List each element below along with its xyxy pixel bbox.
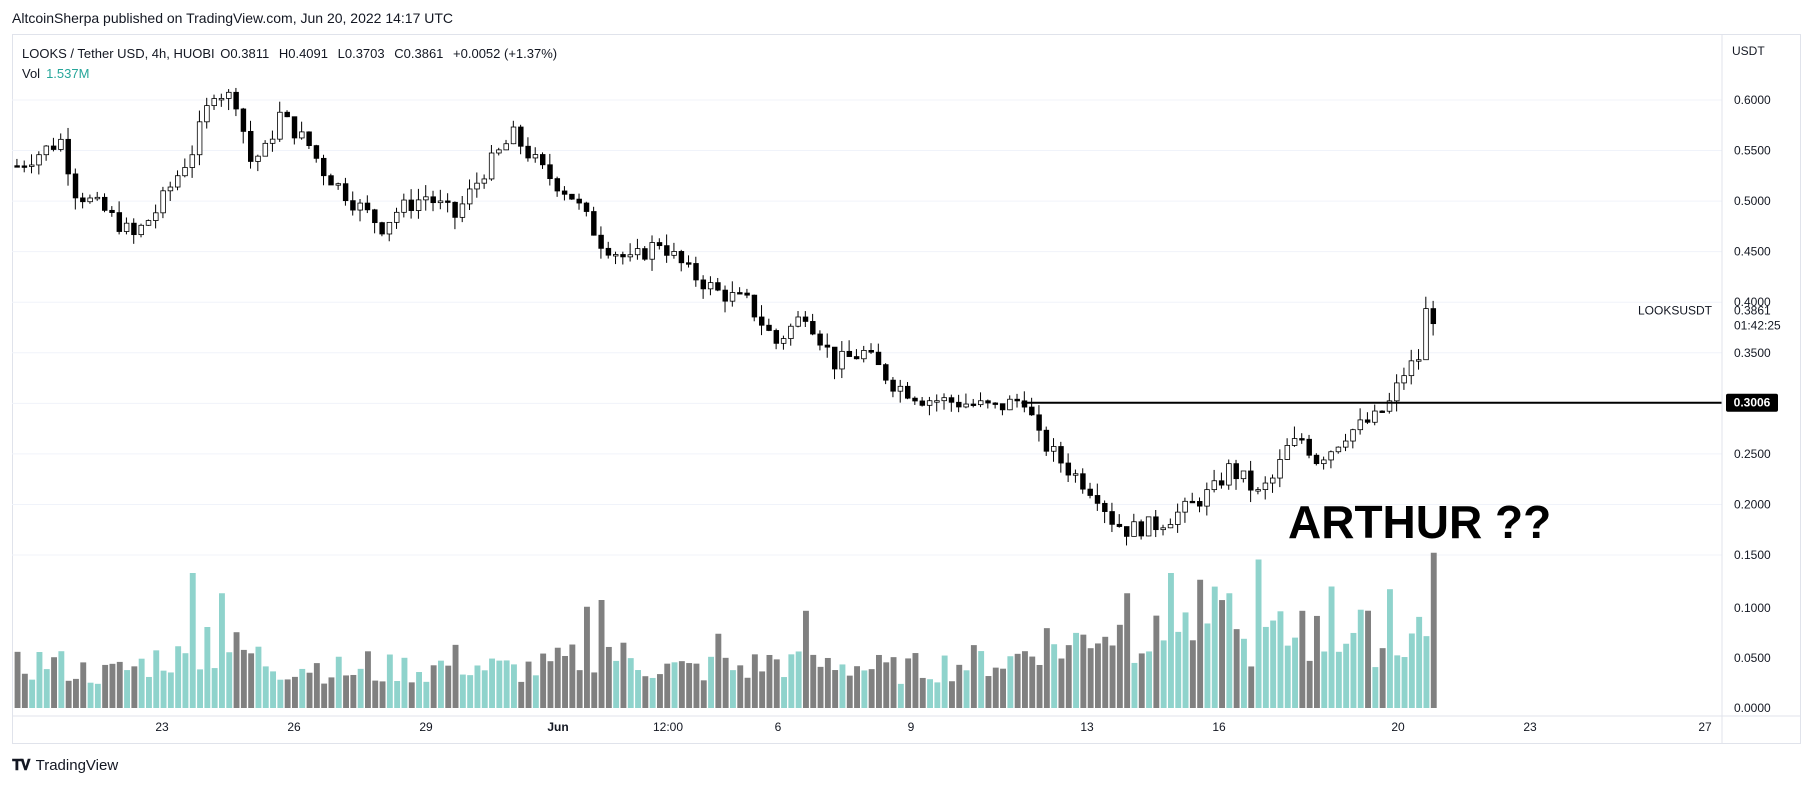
publish-header: AltcoinSherpa published on TradingView.c… xyxy=(12,10,454,26)
vol-label: Vol xyxy=(22,66,41,81)
tradingview-brand[interactable]: 𝐓𝐕 TradingView xyxy=(12,757,118,774)
close-label: C xyxy=(394,46,404,61)
brand-label: TradingView xyxy=(35,757,119,774)
high-label: H xyxy=(278,46,289,61)
change-value: +0.0052 (+1.37%) xyxy=(453,46,558,61)
open-label: O xyxy=(220,46,231,61)
legend-ohlc: LOOKS / Tether USD, 4h, HUOBI O0.3811 H0… xyxy=(22,46,557,61)
close-value: 0.3861 xyxy=(403,46,444,61)
low-label: L xyxy=(337,46,345,61)
open-value: 0.3811 xyxy=(230,46,270,61)
legend-volume: Vol 1.537M xyxy=(22,66,89,81)
tradingview-logo-icon: 𝐓𝐕 xyxy=(12,757,31,774)
vol-value: 1.537M xyxy=(46,66,90,81)
low-value: 0.3703 xyxy=(344,46,385,61)
high-value: 0.4091 xyxy=(288,46,328,61)
chart-frame xyxy=(12,34,1801,744)
symbol-label[interactable]: LOOKS / Tether USD, 4h, HUOBI xyxy=(22,46,215,61)
